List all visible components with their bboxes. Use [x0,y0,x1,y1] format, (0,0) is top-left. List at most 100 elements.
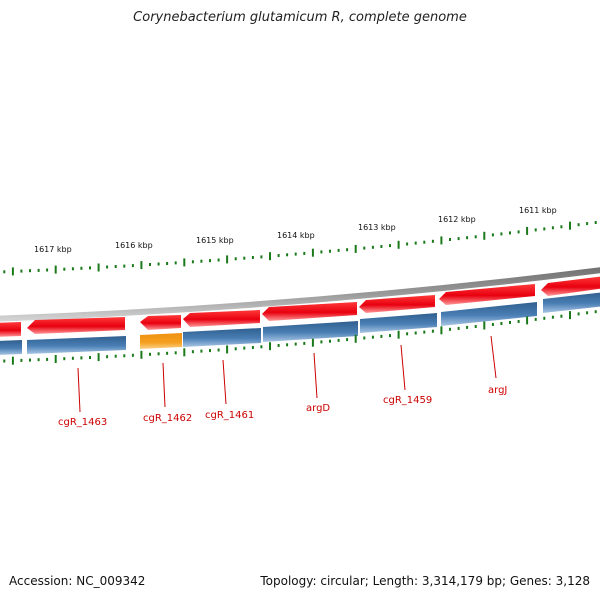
minor-tick [389,334,391,338]
major-tick [226,345,229,354]
minor-tick [414,241,417,245]
minor-tick [534,317,537,321]
minor-tick [320,340,323,344]
minor-tick [423,330,426,334]
forward-gene-track [0,276,600,337]
minor-tick [371,245,374,249]
minor-tick [260,255,263,259]
minor-tick [217,258,220,262]
gene-arrow[interactable] [262,302,357,321]
major-tick [97,263,100,272]
gene-arrow[interactable] [140,315,181,330]
major-tick [183,348,186,357]
cds-block[interactable] [27,336,126,354]
minor-tick [431,239,434,243]
minor-tick [337,248,340,252]
minor-tick [3,270,6,274]
minor-tick [303,341,306,345]
major-tick [397,240,400,249]
minor-tick [509,231,511,235]
minor-tick [114,265,117,268]
major-tick [440,236,443,245]
gene-label[interactable]: argD [306,403,330,414]
minor-tick [491,323,494,326]
minor-tick [449,238,451,241]
gene-arrow[interactable] [27,317,125,334]
gene-label[interactable]: cgR_1463 [58,417,107,428]
minor-tick [234,347,237,351]
minor-tick [543,316,546,320]
cds-block[interactable] [263,321,358,342]
minor-tick [586,222,589,226]
leader-line [77,367,81,413]
minor-tick [594,310,597,314]
minor-tick [406,332,409,336]
major-tick [354,244,357,253]
kbp-label: 1615 kbp [196,236,234,245]
cds-block[interactable] [543,292,600,313]
minor-tick [277,344,280,347]
major-tick [226,255,229,264]
minor-tick [457,237,460,241]
minor-tick [157,352,160,356]
cds-block[interactable] [441,302,537,326]
gene-arrow[interactable] [183,310,260,327]
minor-tick [209,349,211,353]
minor-tick [577,312,580,316]
minor-tick [466,236,469,240]
cds-block[interactable] [360,313,437,333]
gene-arrow[interactable] [541,276,600,296]
minor-tick [286,253,289,257]
minor-tick [346,248,349,252]
major-tick [569,311,571,320]
minor-tick [277,254,280,257]
minor-tick [517,230,520,234]
minor-tick [200,349,203,353]
cds-block[interactable] [0,340,22,355]
minor-tick [46,268,49,272]
minor-tick [131,264,134,268]
minor-tick [260,345,263,349]
gene-label[interactable]: cgR_1461 [205,410,254,421]
kbp-label: 1617 kbp [34,245,72,254]
minor-tick [234,257,237,261]
major-tick [140,350,143,359]
minor-tick [449,327,451,331]
minor-tick [329,249,331,253]
major-tick [269,342,271,351]
minor-tick [63,357,66,361]
leader-line [400,344,406,391]
minor-tick [509,321,511,324]
minor-tick [131,353,134,357]
minor-tick [123,354,126,358]
leader-line [313,352,318,399]
minor-tick [251,346,254,349]
minor-tick [149,352,151,356]
cds-block-highlighted[interactable] [140,333,182,349]
minor-tick [166,262,169,265]
gene-arrow[interactable] [439,284,535,305]
kbp-label: 1613 kbp [358,223,396,232]
cds-block[interactable] [183,328,261,347]
minor-tick [500,232,503,236]
gene-label[interactable]: cgR_1462 [143,413,192,424]
minor-tick [71,267,74,271]
gene-arrow[interactable] [0,322,21,337]
minor-tick [431,329,434,333]
minor-tick [37,358,40,362]
gene-arrow[interactable] [359,295,435,313]
major-tick [54,265,57,274]
gene-label[interactable]: argJ [488,385,507,396]
minor-tick [20,269,23,273]
minor-tick [191,260,194,264]
minor-tick [320,250,323,254]
minor-tick [63,267,66,271]
minor-tick [303,251,306,255]
major-tick [54,355,57,363]
minor-tick [114,354,117,358]
gene-label[interactable]: cgR_1459 [383,395,432,406]
minor-tick [551,226,554,230]
minor-tick [106,355,109,359]
minor-tick [243,256,246,260]
kbp-label: 1616 kbp [115,241,153,250]
